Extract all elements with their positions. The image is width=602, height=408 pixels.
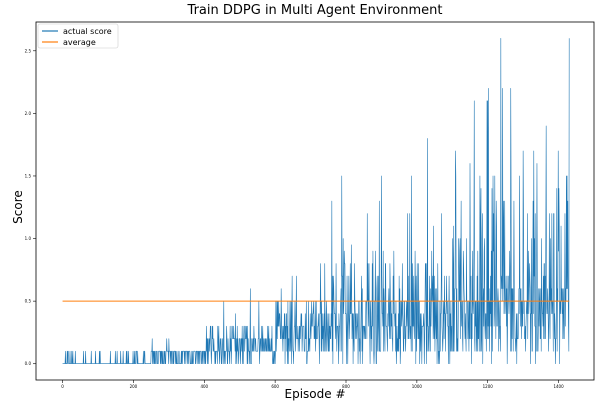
- y-tick-label: 1.5: [25, 173, 32, 178]
- y-tick-label: 2.5: [25, 48, 32, 53]
- axes: 0 200 400 600 800 1000 1200 1400 0.0 0.5 1.0 1.5 2.0…: [25, 21, 595, 389]
- y-tick-label: 2.0: [25, 111, 32, 116]
- y-tick-label: 0.5: [25, 299, 32, 304]
- x-tick-label: 1000: [412, 384, 423, 389]
- y-tick-label: 0.0: [25, 361, 32, 366]
- x-tick-label: 200: [130, 384, 138, 389]
- legend-label: actual score: [63, 27, 112, 36]
- y-tick-label: 1.0: [25, 236, 32, 241]
- y-axis-label: Score: [11, 190, 25, 224]
- plot-frame: [35, 21, 595, 381]
- series-line-actual-score: [62, 37, 570, 365]
- x-tick-label: 800: [342, 384, 350, 389]
- x-tick-label: 0: [61, 384, 64, 389]
- x-tick-label: 400: [200, 384, 208, 389]
- x-axis-label: Episode #: [285, 387, 346, 401]
- plot-area: [62, 37, 570, 365]
- legend: actual score average: [37, 23, 119, 49]
- chart-title: Train DDPG in Multi Agent Environment: [187, 3, 443, 18]
- legend-label: average: [63, 38, 96, 47]
- x-tick-label: 1400: [553, 384, 564, 389]
- x-tick-label: 600: [271, 384, 279, 389]
- x-tick-label: 1200: [483, 384, 494, 389]
